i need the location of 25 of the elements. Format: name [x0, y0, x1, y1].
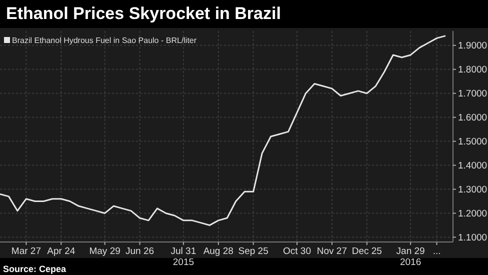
- source-note: Source: Cepea: [3, 264, 68, 274]
- y-tick-label: 1.7000: [458, 88, 488, 100]
- y-tick-label: 1.8000: [458, 64, 488, 76]
- x-tick-label: Oct 30: [283, 246, 312, 257]
- x-tick-label: Mar 27: [11, 246, 41, 257]
- x-tick-label: Sep 25: [238, 246, 268, 257]
- y-tick-label: 1.2000: [458, 208, 488, 220]
- x-tick-label: Jun 26: [126, 246, 154, 257]
- x-tick-label: Dec 25: [352, 246, 382, 257]
- x-tick-label: Jul 31 2015: [170, 246, 196, 268]
- y-tick-label: 1.9000: [458, 40, 488, 52]
- line-series: [0, 35, 446, 226]
- y-tick-label: 1.6000: [458, 112, 488, 124]
- y-tick-label: 1.4000: [458, 160, 488, 172]
- x-tick-label: Nov 27: [316, 246, 348, 257]
- x-tick-label: Apr 24: [47, 246, 76, 257]
- y-tick-label: 1.1000: [458, 232, 488, 244]
- x-tick-label: Aug 28: [203, 246, 234, 257]
- x-tick-label: ...: [432, 246, 441, 257]
- x-tick-label: May 29: [89, 246, 120, 257]
- x-tick-label: Jan 29 2016: [396, 246, 425, 268]
- y-tick-label: 1.5000: [458, 136, 488, 148]
- y-tick-label: 1.3000: [458, 184, 488, 196]
- legend-label: Brazil Ethanol Hydrous Fuel in Sao Paulo - BRL/liter: [12, 36, 197, 45]
- chart-title: Ethanol Prices Skyrocket in Brazil: [6, 4, 281, 23]
